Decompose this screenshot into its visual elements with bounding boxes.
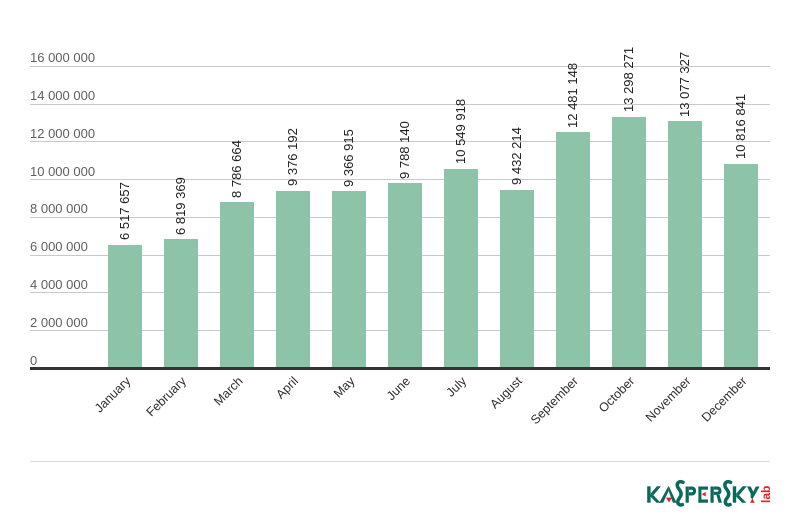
svg-text:lab: lab bbox=[759, 486, 772, 503]
